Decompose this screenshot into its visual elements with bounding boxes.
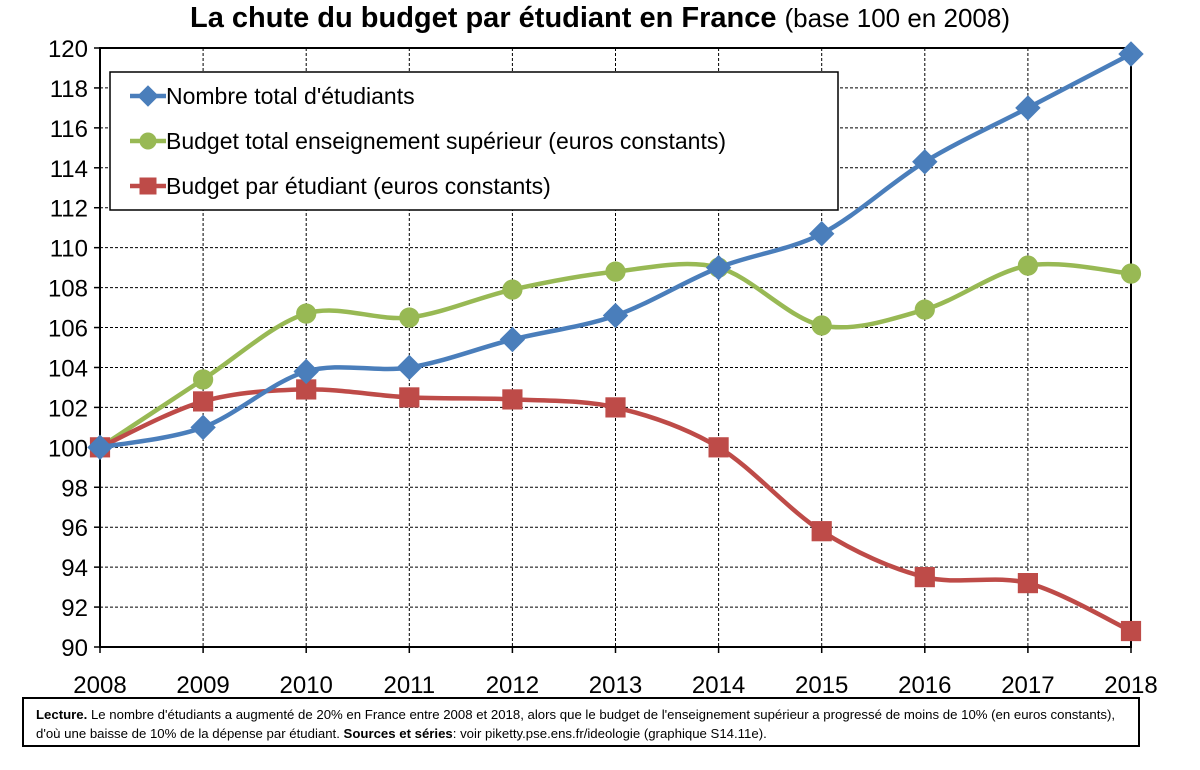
data-point-students (1118, 41, 1144, 67)
data-point-budget-per-student (605, 397, 626, 418)
series-lines (87, 41, 1144, 642)
data-point-total-budget (399, 307, 420, 328)
data-point-students (293, 358, 319, 385)
data-point-budget-per-student (811, 521, 832, 542)
legend-item-budget-per-student: Budget par étudiant (euros constants) (130, 173, 551, 199)
data-point-budget-per-student (708, 437, 729, 458)
data-point-budget-per-student (193, 391, 214, 412)
data-point-total-budget (193, 369, 214, 390)
x-tick-label: 2008 (73, 672, 126, 695)
y-tick-label: 104 (48, 355, 88, 382)
y-tick-label: 106 (48, 316, 88, 343)
data-point-students (602, 302, 629, 329)
x-tick-label: 2012 (486, 672, 539, 695)
y-tick-label: 112 (50, 196, 88, 223)
legend-marker-diamond (137, 85, 159, 107)
data-point-students (808, 220, 835, 247)
y-tick-label: 96 (61, 515, 88, 542)
x-tick-label: 2013 (589, 672, 642, 695)
data-point-total-budget (811, 315, 832, 336)
line-chart: 90 92 94 96 98 100 102 104 106 108 110 112 114 116 118… (48, 36, 1158, 695)
sources-label: Sources et séries (343, 726, 453, 741)
y-tick-label: 102 (48, 395, 88, 422)
y-tick-label: 90 (61, 635, 88, 662)
data-point-budget-per-student (1017, 573, 1038, 594)
data-point-total-budget (605, 261, 626, 282)
legend-label: Nombre total d'étudiants (166, 83, 415, 109)
legend-label: Budget par étudiant (euros constants) (166, 173, 551, 199)
data-point-students (705, 254, 732, 281)
series-total-budget (89, 255, 1142, 458)
series-students (87, 41, 1144, 461)
data-point-students (396, 354, 423, 381)
data-point-students (87, 434, 113, 461)
legend-marker-square (139, 177, 157, 195)
x-tick-label: 2014 (692, 672, 745, 695)
x-tick-label: 2011 (383, 672, 435, 695)
series-budget-per-student (89, 379, 1142, 642)
data-point-total-budget (1017, 255, 1039, 276)
data-point-budget-per-student (1120, 620, 1142, 642)
x-axis-tick-labels: 2008 2009 2010 2011 2012 2013 2014 2015 2016 2017… (73, 672, 1157, 695)
data-point-budget-per-student (399, 387, 420, 408)
legend: Nombre total d'étudiants Budget total ens… (109, 71, 839, 211)
chart-title: La chute du budget par étudiant en Franc… (0, 2, 1200, 35)
x-tick-label: 2018 (1104, 672, 1157, 695)
chart-title-main: La chute du budget par étudiant en Franc… (189, 2, 777, 34)
legend-marker-circle (139, 132, 157, 150)
y-tick-label: 120 (48, 36, 88, 63)
legend-label: Budget total enseignement supérieur (eur… (166, 128, 726, 154)
y-tick-label: 116 (50, 116, 88, 143)
y-axis-tick-labels: 90 92 94 96 98 100 102 104 106 108 110 112 114 116 118… (48, 36, 88, 662)
x-tick-label: 2017 (1001, 672, 1054, 695)
x-tick-label: 2015 (795, 672, 848, 695)
y-tick-label: 100 (48, 435, 88, 462)
y-tick-label: 92 (61, 595, 88, 622)
data-point-students (190, 414, 216, 441)
y-tick-label: 110 (50, 236, 88, 263)
legend-box (109, 71, 839, 211)
y-tick-label: 98 (61, 475, 88, 502)
x-tick-label: 2010 (280, 672, 333, 695)
data-point-total-budget (502, 279, 523, 300)
plot-frame (99, 47, 1132, 648)
axes (94, 47, 1132, 653)
legend-item-students: Nombre total d'étudiants (130, 83, 415, 109)
data-point-students (1015, 95, 1041, 121)
data-point-students (912, 149, 938, 175)
data-point-students (499, 326, 526, 353)
sources-text: : voir piketty.pse.ens.fr/ideologie (gra… (452, 726, 767, 741)
y-tick-label: 114 (50, 156, 88, 183)
reading-note-text: Le nombre d'étudiants a augmenté de 20% … (36, 707, 1116, 741)
data-point-budget-per-student (914, 567, 935, 588)
legend-item-total-budget: Budget total enseignement supérieur (eur… (130, 128, 726, 154)
reading-note: Lecture. Le nombre d'étudiants a augment… (22, 697, 1140, 747)
x-tick-label: 2009 (176, 672, 229, 695)
y-tick-label: 108 (48, 276, 88, 303)
x-tick-label: 2016 (898, 672, 951, 695)
data-point-total-budget (914, 299, 935, 320)
data-point-total-budget (1120, 263, 1142, 284)
data-point-budget-per-student (502, 389, 523, 410)
y-tick-label: 118 (50, 76, 88, 103)
data-point-total-budget (296, 303, 317, 324)
chart-subtitle: (base 100 en 2008) (784, 3, 1010, 33)
reading-note-label: Lecture. (36, 707, 88, 722)
y-tick-label: 94 (61, 555, 88, 582)
